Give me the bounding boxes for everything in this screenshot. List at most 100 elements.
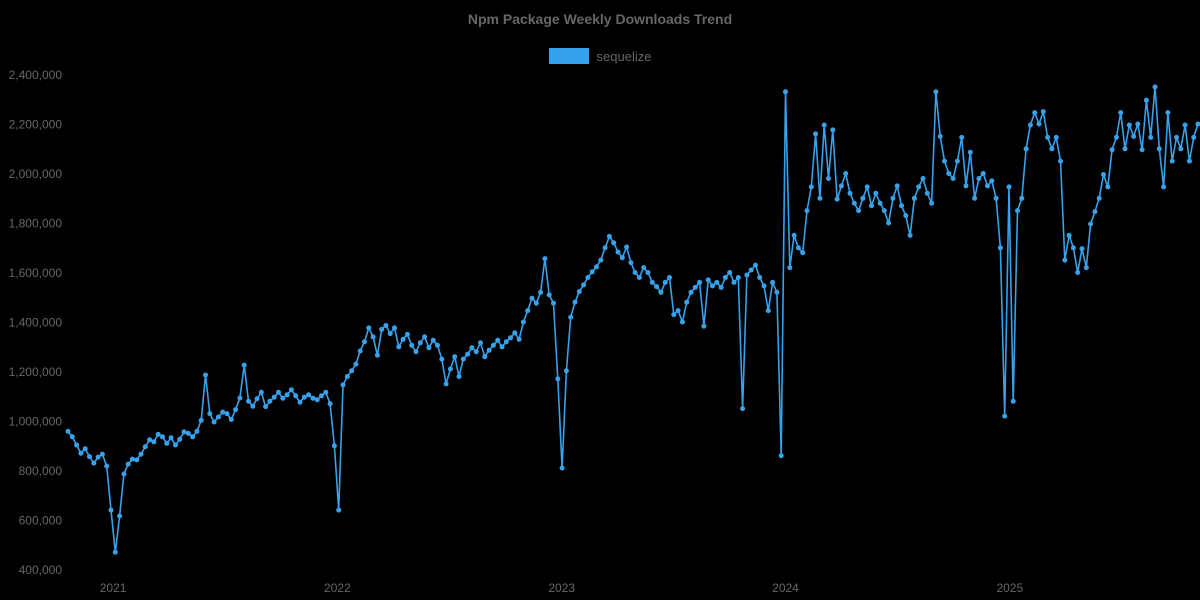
data-point (1045, 134, 1051, 140)
data-point (512, 330, 518, 336)
data-point (228, 417, 234, 422)
data-point (319, 393, 324, 399)
data-point (963, 183, 969, 189)
data-point (877, 200, 883, 206)
data-point (370, 334, 376, 340)
data-point (336, 507, 342, 513)
x-tick-label: 2021 (100, 581, 127, 595)
data-point (594, 264, 599, 270)
data-point (946, 171, 952, 176)
data-point (890, 195, 896, 201)
data-point (69, 434, 75, 440)
data-point (937, 133, 943, 139)
data-point (456, 374, 462, 379)
y-tick-label: 2,000,000 (9, 167, 63, 181)
data-point (826, 176, 831, 181)
data-point (770, 279, 776, 285)
data-point (280, 395, 286, 401)
data-point (112, 549, 118, 555)
data-point (233, 407, 239, 413)
data-point (65, 428, 71, 434)
data-point (267, 398, 273, 404)
data-point (757, 275, 763, 280)
data-point (559, 465, 565, 471)
data-point (142, 444, 148, 450)
data-point (662, 279, 668, 285)
data-point (224, 411, 230, 417)
data-point (383, 323, 389, 328)
legend-item-sequelize[interactable]: sequelize (548, 48, 651, 64)
data-point (417, 340, 423, 346)
data-point (942, 158, 947, 164)
data-point (778, 453, 784, 459)
data-point (525, 308, 531, 314)
data-point (813, 131, 819, 137)
data-point (572, 299, 578, 305)
data-point (435, 342, 440, 348)
data-point (490, 342, 496, 348)
data-point (74, 442, 80, 448)
data-point (976, 176, 982, 181)
data-point (722, 275, 728, 280)
y-tick-label: 1,600,000 (9, 266, 63, 280)
data-point (714, 279, 720, 285)
data-point (1027, 122, 1033, 128)
data-point (323, 389, 329, 395)
data-point (172, 442, 178, 448)
data-point (1139, 147, 1145, 153)
data-point (847, 190, 853, 196)
data-point (1083, 265, 1089, 271)
data-point (684, 299, 690, 305)
data-point (1049, 146, 1055, 152)
data-point (310, 395, 316, 401)
x-tick-label: 2022 (324, 581, 351, 595)
data-point (860, 195, 866, 201)
data-point (585, 275, 591, 280)
data-point (606, 233, 612, 239)
y-tick-label: 800,000 (19, 464, 63, 478)
data-point (864, 184, 870, 190)
data-point (710, 283, 715, 289)
data-point (1165, 110, 1171, 116)
data-point (443, 381, 449, 387)
data-point (357, 348, 363, 354)
y-tick-label: 600,000 (19, 514, 63, 528)
data-point (1092, 209, 1098, 215)
data-point (959, 134, 965, 140)
data-point (1156, 146, 1162, 152)
data-point (392, 325, 397, 331)
data-point (301, 394, 307, 400)
data-point (1186, 158, 1192, 164)
data-point (997, 245, 1003, 251)
data-point (293, 393, 299, 399)
data-point (220, 409, 226, 415)
data-point (331, 443, 337, 449)
y-tick-label: 1,400,000 (9, 316, 63, 330)
data-point (465, 351, 471, 357)
data-point (843, 171, 849, 176)
data-point (873, 190, 879, 196)
data-point (989, 178, 995, 184)
data-point (271, 394, 277, 400)
data-point (993, 195, 999, 201)
data-point (830, 127, 836, 133)
data-point (426, 345, 432, 351)
data-point (667, 275, 672, 280)
data-point (190, 434, 196, 440)
data-point (701, 323, 707, 329)
data-point (340, 382, 346, 388)
y-tick-label: 400,000 (19, 563, 63, 577)
data-point (87, 454, 92, 460)
data-point (246, 398, 251, 404)
data-point (748, 267, 754, 273)
data-point (155, 431, 161, 437)
data-point (856, 208, 862, 214)
data-point (735, 275, 741, 280)
data-point (284, 392, 290, 398)
data-point (869, 203, 874, 209)
data-point (211, 419, 217, 425)
data-point (254, 396, 260, 402)
data-point (413, 349, 419, 355)
data-point (658, 289, 664, 295)
data-point (1079, 246, 1085, 252)
